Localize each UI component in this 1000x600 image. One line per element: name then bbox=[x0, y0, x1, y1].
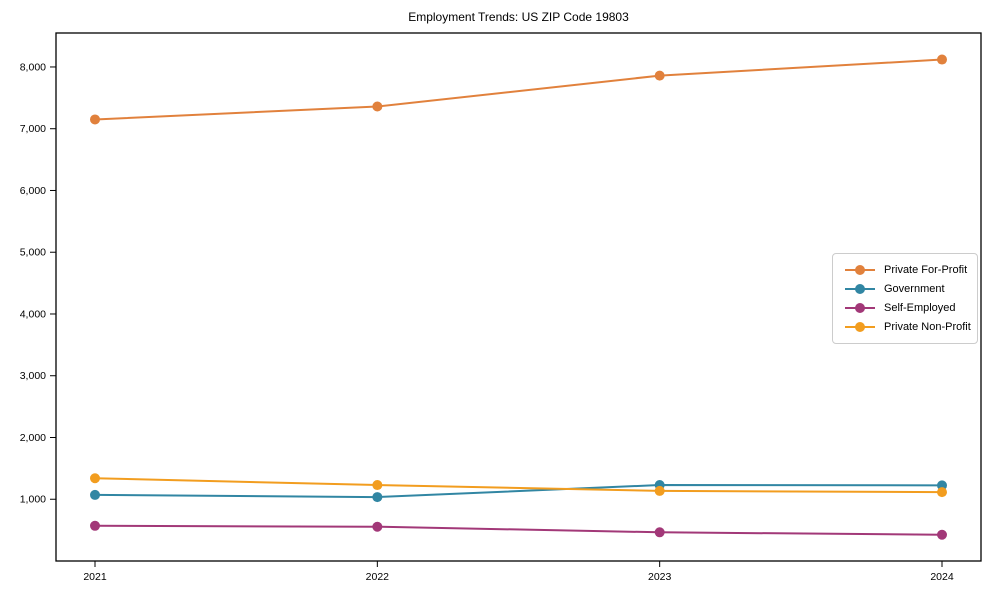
legend-label: Private Non-Profit bbox=[884, 321, 971, 333]
axis-box bbox=[55, 32, 982, 562]
y-tick-label: 2,000 bbox=[20, 432, 46, 444]
y-tick-label: 6,000 bbox=[20, 185, 46, 197]
x-tick-label: 2022 bbox=[366, 571, 390, 583]
data-point-self-employed-2024 bbox=[937, 529, 947, 540]
data-point-government-2022 bbox=[372, 492, 383, 503]
data-point-private-for-profit-2021 bbox=[90, 114, 100, 125]
data-point-self-employed-2023 bbox=[654, 527, 665, 538]
series-line-private-for-profit bbox=[94, 58, 943, 121]
data-point-self-employed-2021 bbox=[90, 520, 100, 531]
legend: Private For-Profit Government Self-Emplo… bbox=[832, 253, 978, 344]
series-line-government bbox=[94, 484, 943, 499]
series-line-self-employed bbox=[94, 524, 943, 536]
data-point-private-for-profit-2022 bbox=[372, 101, 383, 112]
data-point-private-non-profit-2023 bbox=[654, 485, 665, 496]
legend-label: Self-Employed bbox=[884, 302, 956, 314]
x-tick-label: 2024 bbox=[930, 571, 954, 583]
legend-marker-icon bbox=[845, 265, 875, 275]
legend-item-self-employed: Self-Employed bbox=[845, 299, 969, 317]
data-point-self-employed-2022 bbox=[372, 521, 383, 532]
y-tick-label: 1,000 bbox=[20, 494, 46, 506]
legend-marker-icon bbox=[845, 284, 875, 294]
x-tick-label: 2023 bbox=[648, 571, 672, 583]
chart-title: Employment Trends: US ZIP Code 19803 bbox=[408, 10, 629, 24]
y-tick-label: 5,000 bbox=[20, 247, 46, 259]
legend-item-private-for-profit: Private For-Profit bbox=[845, 261, 969, 279]
x-tick-label: 2021 bbox=[83, 571, 107, 583]
legend-label: Private For-Profit bbox=[884, 264, 968, 276]
series-line-private-non-profit bbox=[94, 477, 943, 494]
y-tick-label: 4,000 bbox=[20, 308, 46, 320]
data-point-private-for-profit-2024 bbox=[937, 54, 947, 65]
y-tick-label: 8,000 bbox=[20, 61, 46, 73]
legend-label: Government bbox=[884, 283, 945, 295]
data-point-private-non-profit-2024 bbox=[937, 487, 947, 498]
y-tick-label: 7,000 bbox=[20, 123, 46, 135]
legend-marker-icon bbox=[845, 322, 875, 332]
legend-item-private-non-profit: Private Non-Profit bbox=[845, 318, 971, 336]
data-point-private-non-profit-2021 bbox=[90, 473, 100, 484]
legend-marker-icon bbox=[845, 303, 875, 313]
legend-item-government: Government bbox=[845, 280, 969, 298]
data-point-private-non-profit-2022 bbox=[372, 480, 383, 491]
data-point-private-for-profit-2023 bbox=[654, 70, 665, 81]
data-point-government-2021 bbox=[90, 489, 100, 500]
y-tick-label: 3,000 bbox=[20, 370, 46, 382]
